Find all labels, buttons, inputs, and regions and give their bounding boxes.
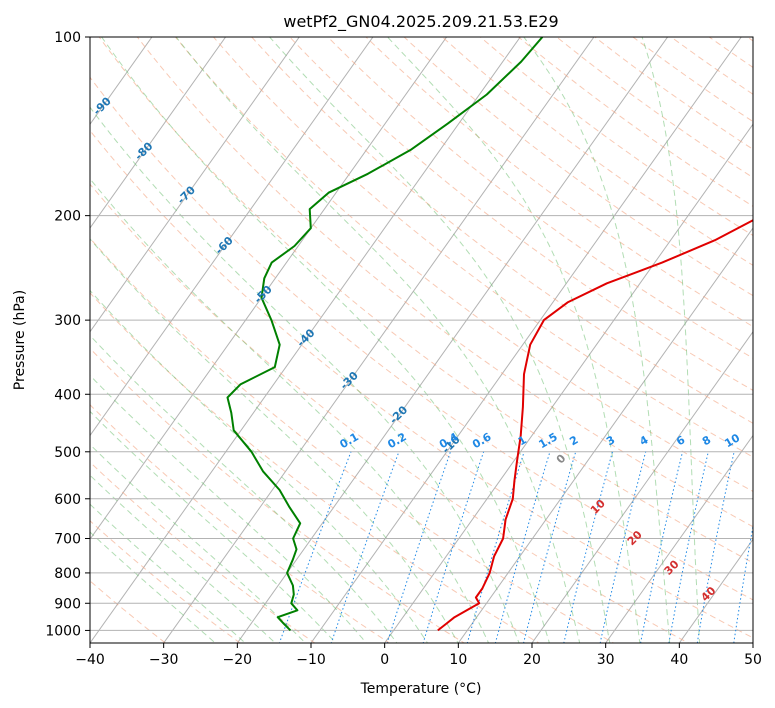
mixing-ratio-line [733,523,753,643]
dry-adiabat-line [632,37,753,123]
moist-adiabat-line [269,37,611,643]
dry-adiabat-line [136,37,753,528]
y-tick-label: 400 [54,387,81,403]
x-tick-label: 40 [670,652,688,668]
background-lines [90,37,753,643]
x-tick-label: 20 [523,652,541,668]
y-tick-label: 700 [54,532,81,548]
dry-adiabat-line [327,37,753,359]
moist-adiabat-line [101,37,550,643]
mixing-ratio-line [640,451,683,643]
dry-adiabat-line [594,37,753,150]
isotherm-line [236,37,669,643]
isobar-grid [90,37,753,631]
mixing-ratio-line [330,451,400,643]
moist-adiabat-line [90,503,246,643]
plot-frame [89,36,754,644]
y-axis-label: Pressure (hPa) [12,290,28,390]
y-tick-label: 300 [54,313,81,329]
mixing-ratio-line [563,451,613,643]
dry-adiabat-line [250,37,753,424]
dry-adiabat-line [90,520,241,643]
mixing-ratio-lines [278,451,753,643]
dry-adiabat-line [90,347,466,643]
dry-adiabat-line [174,37,753,492]
y-tick-label: 600 [54,492,81,508]
dry-adiabat-line [90,292,540,643]
sounding-traces [226,37,753,632]
y-tick-label: 1000 [45,623,81,639]
dry-adiabat-line [212,37,753,458]
x-axis-label: Temperature (°C) [360,681,482,697]
mixing-ratio-line [523,451,577,643]
y-axis-ticks: 100 200 300 400 500 600 700 800 900 1000 [45,30,90,639]
moist-adiabat-line [90,531,216,643]
dry-adiabat-line [90,76,753,601]
x-tick-label: 10 [449,652,467,668]
mixing-ratio-line [466,451,525,643]
dewpoint-trace [226,37,544,632]
mixing-ratio-line [599,451,647,643]
isotherm-line [457,227,753,643]
isotherm-line [90,37,521,643]
isotherm-line [605,434,753,643]
y-tick-label: 900 [54,596,81,612]
mixing-ratio-line [696,451,735,643]
chart-title: wetPf2_GN04.2025.209.21.53.E29 [283,12,558,32]
isotherm-line [90,37,153,126]
x-tick-label: −20 [223,652,253,668]
temperature-trace [437,219,753,632]
y-tick-label: 100 [54,30,81,46]
isotherm-line [90,37,448,541]
moist-adiabat-line [523,37,671,643]
isotherm-line [90,37,374,437]
isotherm-line [310,37,742,643]
isotherm-line [90,37,300,333]
mixing-ratio-line [668,451,709,643]
dry-adiabat-line [289,37,753,391]
isotherm-line [163,37,595,643]
dry-adiabat-line [98,37,753,564]
mixing-ratio-line [494,451,551,643]
y-tick-label: 200 [54,209,81,225]
moist-adiabat-line [641,37,701,643]
y-tick-label: 800 [54,566,81,582]
x-tick-label: 30 [597,652,615,668]
y-tick-label: 500 [54,445,81,461]
isotherm-line [678,538,753,643]
x-axis-ticks: −40 −30 −20 −10 0 10 20 30 40 50 [75,643,762,668]
moist-adiabat-line [387,37,641,643]
x-tick-label: −10 [296,652,326,668]
x-tick-label: 0 [380,652,389,668]
isotherm-line [90,37,227,229]
x-tick-label: 50 [744,652,762,668]
x-tick-label: −40 [75,652,105,668]
dry-adiabat-line [90,129,753,639]
x-tick-label: −30 [149,652,179,668]
mixing-ratio-line [386,451,451,643]
